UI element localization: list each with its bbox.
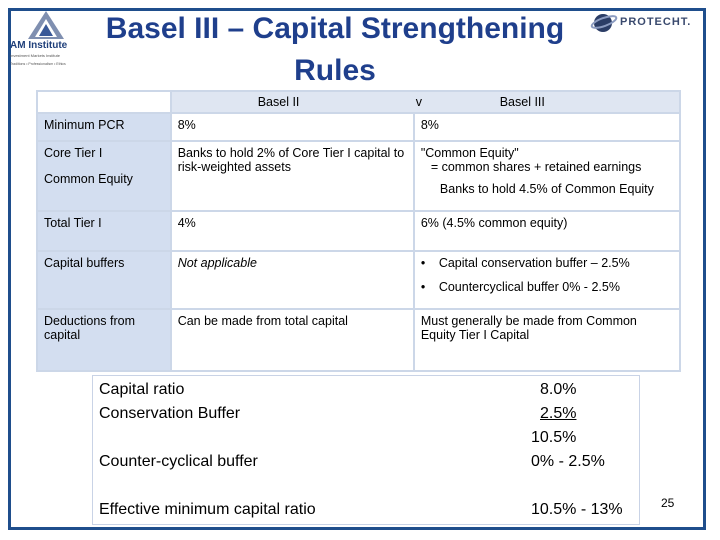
basel3-value: 8% [420, 118, 439, 132]
summary-value: 10.5% - 13% [531, 501, 623, 518]
table-row: Capital buffers Not applicable • Capital … [36, 250, 682, 310]
basel2-cell: 4% [169, 210, 415, 252]
summary-label: Conservation Buffer [99, 405, 241, 422]
basel3-value: Must generally be made from Common Equit… [420, 314, 637, 342]
logo-left-tagline: Traditions • Professionalism • Ethics [10, 62, 66, 66]
basel2-value: Banks to hold 2% of Core Tier I capital … [177, 146, 405, 174]
row-label: Core Tier I [44, 146, 103, 160]
row-label: Total Tier I [44, 216, 102, 230]
basel2-cell: Not applicable [169, 250, 415, 310]
protecht-logo: PROTECHT. [590, 10, 710, 36]
header-cell: Basel II v Basel III [169, 90, 682, 114]
basel2-value: Not applicable [177, 256, 257, 270]
globe-swoosh-icon [590, 14, 618, 32]
table-row: Minimum PCR 8% 8% [36, 112, 682, 142]
header-blank-cell [36, 90, 172, 114]
am-institute-logo: AM Institute Investment Markets Institut… [10, 10, 82, 68]
header-basel2: Basel II [257, 95, 300, 109]
basel3-cell: 6% (4.5% common equity) [412, 210, 682, 252]
basel3-cell: • Capital conservation buffer – 2.5% • Cou… [412, 250, 682, 310]
logo-left-sub: Investment Markets Institute [10, 53, 61, 58]
summary-label: Counter-cyclical buffer [99, 453, 258, 470]
row-label-cell: Total Tier I [36, 210, 172, 252]
table-row: Core Tier I Common Equity Banks to hold … [36, 140, 682, 212]
list-item: • Countercyclical buffer 0% - 2.5% [421, 280, 673, 294]
summary-label: Capital ratio [99, 381, 185, 398]
row-label-secondary: Common Equity [44, 172, 133, 186]
summary-value: 8.0% [540, 381, 577, 398]
basel2-value: Can be made from total capital [177, 314, 348, 328]
logo-right-name: PROTECHT. [620, 16, 692, 28]
row-label-cell: Capital buffers [36, 250, 172, 310]
basel2-cell: Banks to hold 2% of Core Tier I capital … [169, 140, 415, 212]
buffer-item-text: Capital conservation buffer – 2.5% [438, 256, 630, 270]
bullet-icon: • [420, 256, 426, 270]
basel-comparison-table: Basel II v Basel III Minimum PCR 8% 8% C… [36, 90, 682, 372]
header-basel3: Basel III [499, 95, 545, 109]
capital-summary-box: Capital ratio 8.0% Conservation Buffer 2… [92, 375, 640, 525]
buffer-list: • Capital conservation buffer – 2.5% • Cou… [421, 256, 673, 294]
bullet-icon: • [420, 280, 426, 294]
slide-title: Basel III – Capital Strengthening Rules [105, 12, 565, 87]
row-label: Minimum PCR [44, 118, 125, 132]
header-vs: v [415, 95, 422, 109]
summary-value: 0% - 2.5% [531, 453, 605, 470]
basel2-cell: 8% [169, 112, 415, 142]
row-label: Capital buffers [44, 256, 125, 270]
basel3-cell: Must generally be made from Common Equit… [412, 308, 682, 372]
table-header-row: Basel II v Basel III [36, 90, 682, 114]
basel3-value: 6% (4.5% common equity) [420, 216, 568, 230]
summary-value: 2.5% [540, 405, 577, 422]
row-label: Deductions from capital [44, 314, 136, 342]
summary-value: 10.5% [531, 429, 577, 446]
row-label-cell: Core Tier I Common Equity [36, 140, 172, 212]
slide-frame [8, 8, 706, 530]
basel3-line-1: "Common Equity" [420, 146, 519, 160]
basel3-cell: 8% [412, 112, 682, 142]
basel3-line-3: Banks to hold 4.5% of Common Equity [439, 182, 654, 196]
basel3-line-2: = common shares + retained earnings [430, 160, 642, 174]
logo-left-name: AM Institute [10, 40, 68, 51]
row-label-cell: Deductions from capital [36, 308, 172, 372]
table-row: Deductions from capital Can be made from… [36, 308, 682, 372]
table-row: Total Tier I 4% 6% (4.5% common equity) [36, 210, 682, 252]
basel3-cell: "Common Equity" = common shares + retain… [412, 140, 682, 212]
buffer-item-text: Countercyclical buffer 0% - 2.5% [438, 280, 620, 294]
list-item: • Capital conservation buffer – 2.5% [421, 256, 673, 270]
basel2-value: 4% [177, 216, 196, 230]
basel2-cell: Can be made from total capital [169, 308, 415, 372]
summary-label: Effective minimum capital ratio [99, 501, 316, 518]
basel2-value: 8% [177, 118, 196, 132]
page-number: 25 [661, 496, 675, 510]
triangle-logo-icon [28, 11, 64, 39]
row-label-cell: Minimum PCR [36, 112, 172, 142]
